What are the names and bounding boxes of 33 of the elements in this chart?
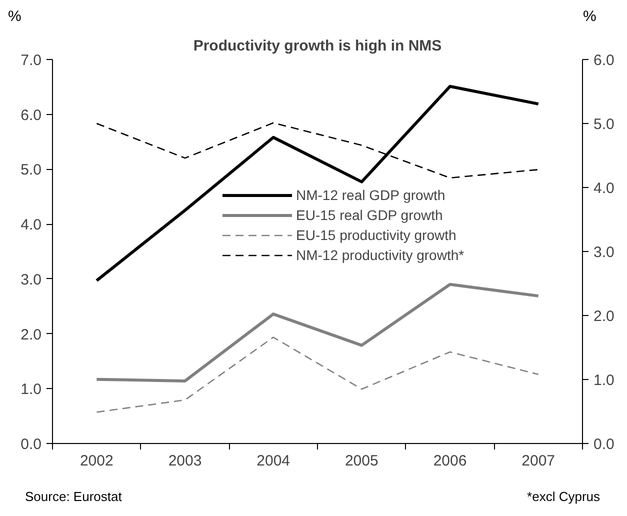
y-axis-title: %	[8, 7, 22, 27]
text: *excl Cyprus	[527, 488, 600, 506]
y2-tick-label: 1.0	[594, 372, 614, 389]
y2-axis-title: %	[583, 7, 596, 27]
y2-tick-label: 6.0	[594, 52, 614, 69]
legend-label: NM-12 productivity growth*	[296, 247, 464, 263]
y-tick-label: 5.0	[20, 162, 42, 179]
legend-label: EU-15 productivity growth	[296, 227, 456, 243]
legend-label: EU-15 real GDP growth	[296, 207, 443, 223]
y2-tick-label: 2.0	[594, 308, 614, 325]
y-tick-label: 2.0	[20, 326, 42, 344]
legend-label: NM-12 real GDP growth	[296, 187, 446, 203]
line-series	[95, 282, 540, 382]
x-tick-label: 2005	[344, 452, 378, 470]
y2-tick-label: 4.0	[594, 180, 614, 197]
x-tick-label: 2006	[433, 452, 467, 470]
chart-title: Productivity growth is high in NMS	[193, 38, 442, 54]
y-tick-label: 7.0	[20, 52, 42, 69]
y-tick-label: 4.0	[20, 216, 42, 234]
y-tick-label: 0.0	[20, 436, 42, 453]
y-tick-label: 6.0	[20, 106, 42, 124]
source-note: Source: Eurostat	[25, 488, 122, 506]
x-tick-label: 2003	[168, 452, 202, 470]
y-tick-label: 3.0	[20, 271, 42, 288]
y2-tick-label: 3.0	[594, 244, 614, 261]
line-series	[95, 84, 540, 282]
y-tick-label: 1.0	[20, 381, 42, 398]
x-tick-label: 2007	[522, 452, 556, 470]
x-tick-label: 2002	[80, 452, 114, 470]
y2-tick-label: 0.0	[594, 436, 614, 453]
y2-tick-label: 5.0	[594, 116, 614, 133]
x-tick-label: 2004	[256, 452, 290, 470]
line-series	[96, 336, 539, 413]
